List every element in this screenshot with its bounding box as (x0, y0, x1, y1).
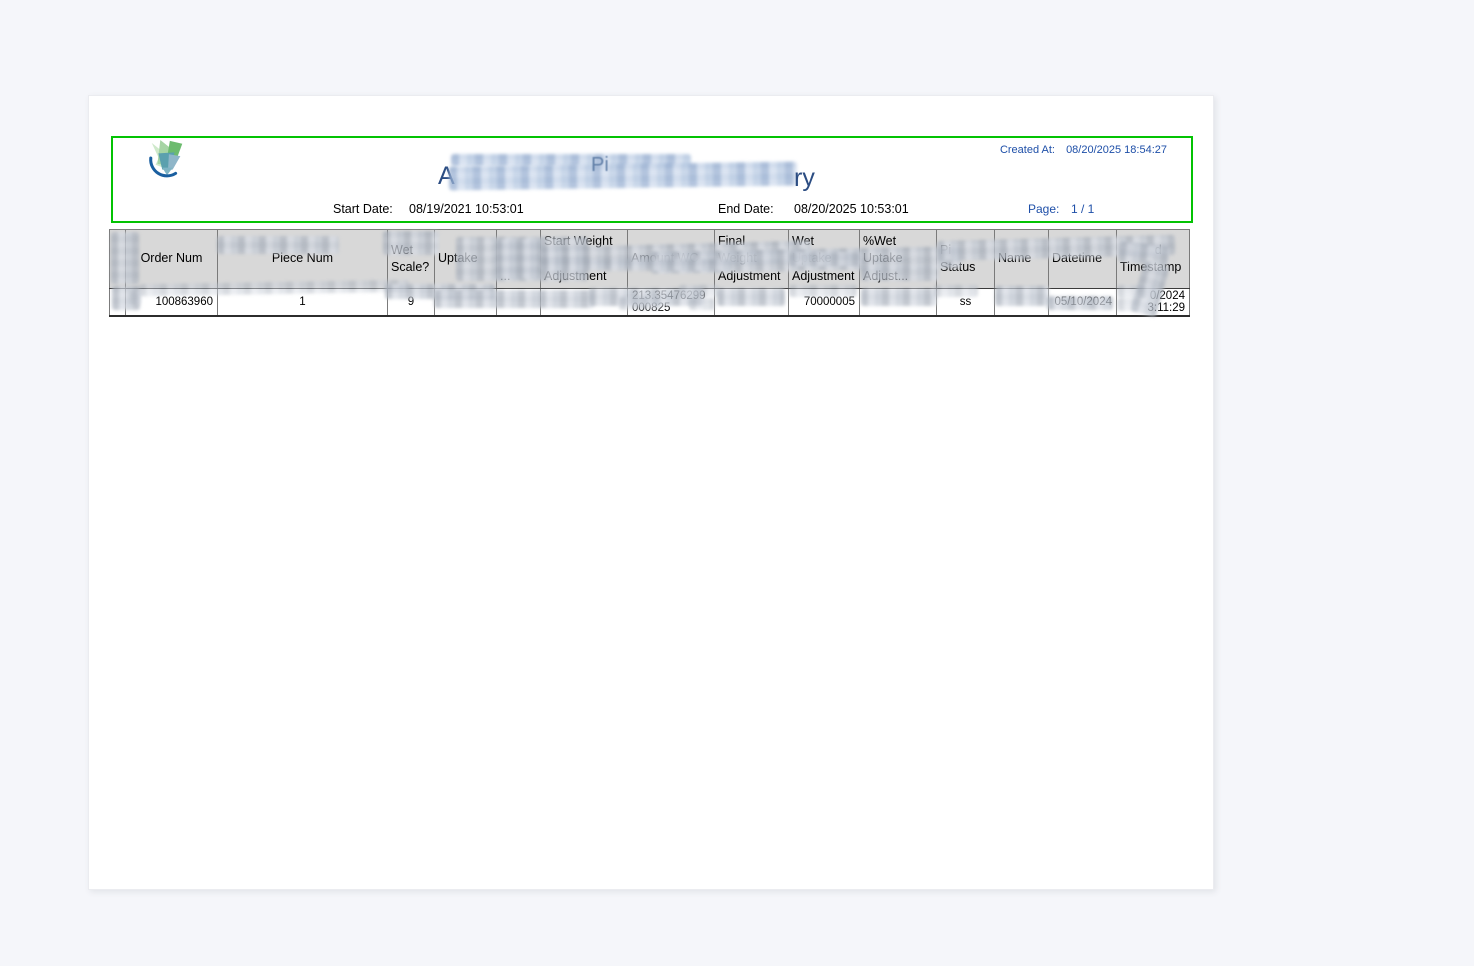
table-header-row: Order Num Piece Num Wet Scale? Uptake ..… (109, 229, 1190, 289)
col-header-wet-scale: Wet Scale? (387, 229, 435, 289)
created-at-value: 08/20/2025 18:54:27 (1066, 144, 1167, 156)
cell-uptake (434, 288, 497, 317)
col-header-timestamp: d Timestamp (1116, 229, 1190, 289)
cell-name (994, 288, 1049, 317)
cell-seq (109, 288, 126, 317)
redaction-blob (451, 154, 691, 166)
report-title-fragment-end: ry (794, 164, 815, 192)
page-number: 1 / 1 (1071, 202, 1095, 216)
cell-final-weight-adjustment (714, 288, 789, 317)
created-at-label: Created At: (999, 144, 1055, 156)
company-logo-icon (146, 139, 188, 181)
cell-redacted (496, 288, 541, 317)
report-page: Created At: 08/20/2025 18:54:27 A Pi ry … (88, 95, 1214, 890)
end-date-value: 08/20/2025 10:53:01 (794, 202, 909, 216)
col-header-wet-uptake-adjustment: Wet Uptake Adjustment (788, 229, 860, 289)
start-date-value: 08/19/2021 10:53:01 (409, 202, 524, 216)
col-header-seq (109, 229, 126, 289)
cell-timestamp: 0/2024 3:11:29 (1116, 288, 1190, 317)
col-header-order-num: Order Num (125, 229, 218, 289)
col-header-piece-num: Piece Num (217, 229, 388, 289)
report-title-fragment-start: A (438, 162, 455, 190)
page-label: Page: (1028, 202, 1060, 216)
cell-wet-uptake-adjustment: 70000005 (788, 288, 860, 317)
col-header-datetime: Datetime (1048, 229, 1117, 289)
col-header-pct-wet-uptake-adjust: %Wet Uptake Adjust... (859, 229, 937, 289)
report-dates-row: Start Date: 08/19/2021 10:53:01 End Date… (113, 202, 1191, 222)
cell-pct-wet-uptake-adjust (859, 288, 937, 317)
cell-status: ss (936, 288, 995, 317)
cell-wet-scale: 9 (387, 288, 435, 317)
created-at: Created At: 08/20/2025 18:54:27 (1000, 144, 1167, 156)
report-header-box: Created At: 08/20/2025 18:54:27 A Pi ry … (111, 136, 1193, 223)
cell-start-weight-adjustment (540, 288, 628, 317)
col-header-start-weight-adjustment: Start Weight Adjustment (540, 229, 628, 289)
cell-datetime: 05/10/2024 (1048, 288, 1117, 317)
col-header-final-weight-adjustment: Final Weight Adjustment (714, 229, 789, 289)
col-header-status: Pi Status (936, 229, 995, 289)
col-header-amount-wc: Amount WC (627, 229, 715, 289)
col-header-redacted: ... (496, 229, 541, 289)
redaction-blob (448, 161, 798, 191)
col-header-uptake: Uptake (434, 229, 497, 289)
report-title-fragment-mid: Pi (591, 154, 609, 176)
cell-amount-wc: 213.35476299 000825 (627, 288, 715, 317)
col-header-name: Name (994, 229, 1049, 289)
report-table: Order Num Piece Num Wet Scale? Uptake ..… (109, 229, 1190, 318)
cell-piece-num: 1 (217, 288, 388, 317)
end-date-label: End Date: (718, 202, 774, 216)
table-row: 100863960 1 9 213.35476299 000825 700000… (109, 288, 1190, 317)
cell-order-num: 100863960 (125, 288, 218, 317)
start-date-label: Start Date: (333, 202, 393, 216)
